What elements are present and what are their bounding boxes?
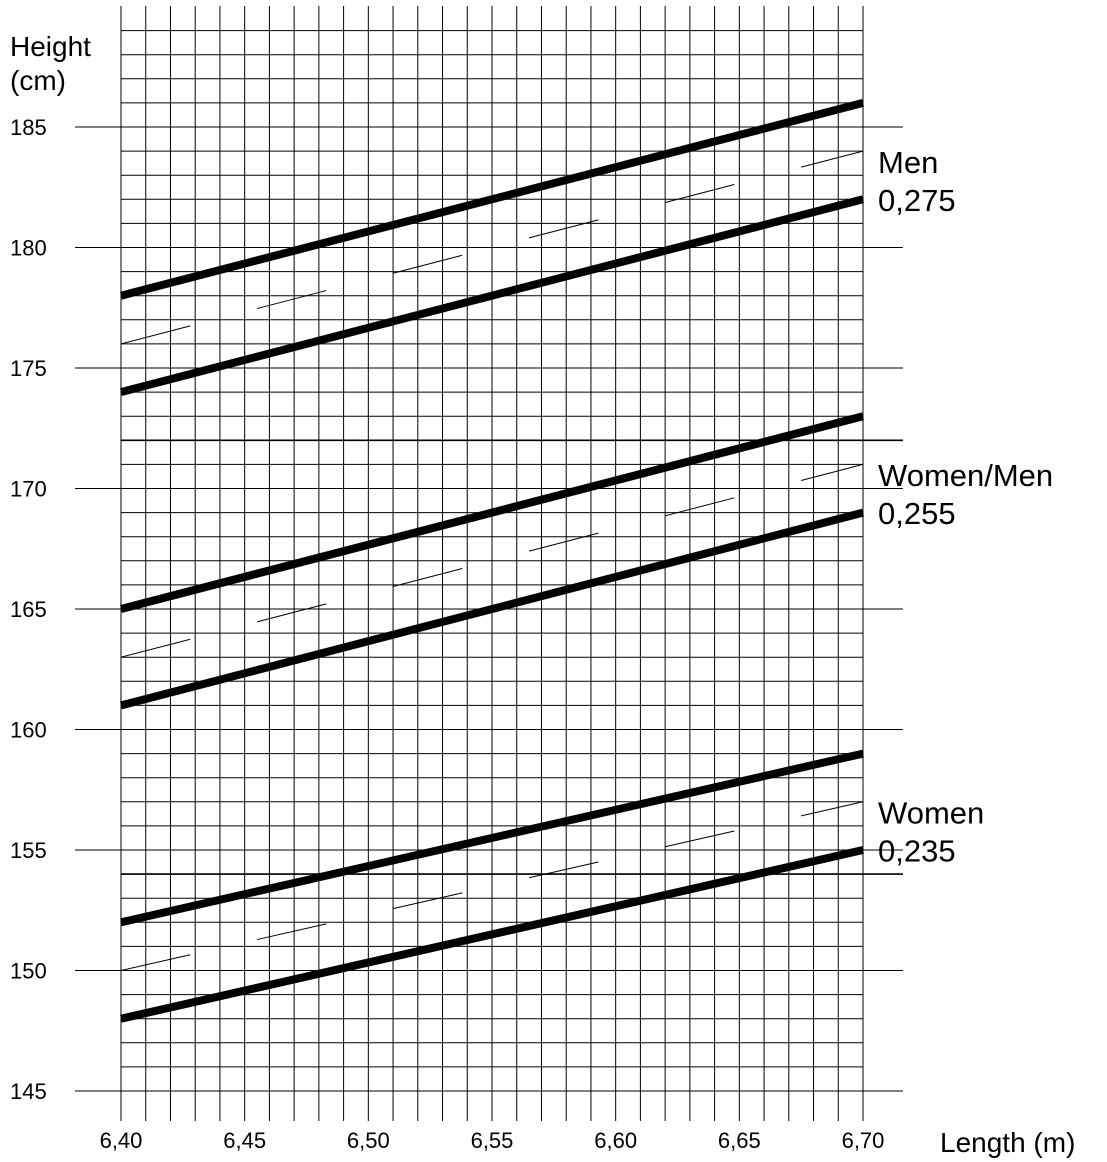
guide-segment — [665, 184, 735, 203]
x-tick-label: 6,40 — [100, 1128, 143, 1153]
band-1-upper-line — [119, 412, 865, 613]
y-tick-label: 145 — [10, 1079, 47, 1104]
guide-segment — [392, 892, 463, 910]
guide-segment — [801, 463, 864, 481]
guide-segment — [120, 325, 191, 345]
guide-segment — [392, 254, 463, 274]
x-tick-label: 6,50 — [347, 1128, 390, 1153]
guide-segment — [528, 532, 599, 552]
guide-segment — [528, 861, 599, 879]
guide-segment — [665, 497, 735, 517]
x-tick-label: 6,45 — [223, 1128, 266, 1153]
x-tick-label: 6,70 — [842, 1128, 885, 1153]
guide-segment — [528, 219, 599, 239]
guide-segment — [120, 954, 191, 971]
band-2-upper-line — [120, 749, 864, 927]
band-ratio-label: 0,235 — [878, 834, 956, 869]
band-2-lower-line — [120, 846, 864, 1023]
band-name-label: Men — [878, 145, 938, 180]
x-axis-title: Length (m) — [940, 1127, 1075, 1158]
band-0-upper-line — [119, 99, 865, 300]
y-tick-label: 170 — [10, 477, 47, 502]
x-tick-label: 6,55 — [471, 1128, 514, 1153]
guide-segment — [801, 801, 864, 817]
guide-lines — [120, 150, 864, 971]
x-tick-label: 6,60 — [594, 1128, 637, 1153]
guide-segment — [256, 923, 327, 941]
guide-segment — [392, 568, 463, 587]
band-name-label: Women/Men — [878, 458, 1053, 493]
guide-segment — [665, 830, 735, 848]
band-name-label: Women — [878, 796, 984, 831]
grid — [75, 6, 903, 1121]
band-ratio-label: 0,275 — [878, 183, 956, 218]
y-tick-label: 175 — [10, 356, 47, 381]
y-tick-label: 185 — [10, 115, 47, 140]
y-tick-label: 155 — [10, 838, 47, 863]
band-ratio-label: 0,255 — [878, 496, 956, 531]
band-0-lower-line — [119, 195, 865, 396]
y-tick-label: 180 — [10, 236, 47, 261]
guide-segment — [120, 638, 191, 658]
x-tick-label: 6,65 — [718, 1128, 761, 1153]
y-axis-title-line2: (cm) — [10, 65, 66, 96]
guide-segment — [256, 290, 327, 310]
band-lines — [119, 99, 865, 1023]
y-tick-label: 165 — [10, 597, 47, 622]
y-tick-label: 160 — [10, 718, 47, 743]
y-axis-title-line1: Height — [10, 31, 91, 62]
tick-labels: 145 150 155 160 165 170 175 180 185 6,40 6,45 6,50 6… — [10, 115, 884, 1153]
guide-segment — [801, 150, 864, 168]
band-1-lower-line — [119, 508, 865, 710]
y-tick-label: 150 — [10, 959, 47, 984]
guide-segment — [256, 603, 327, 623]
